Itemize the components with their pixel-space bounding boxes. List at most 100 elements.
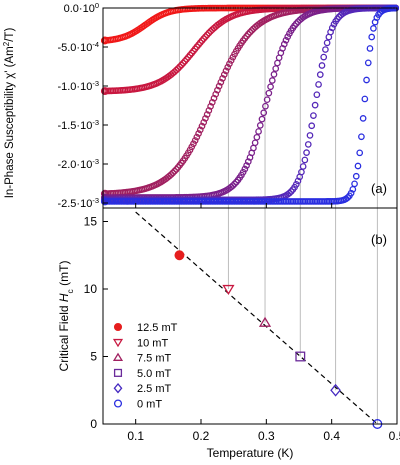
data-point xyxy=(167,171,175,178)
legend-item: 12.5 mT xyxy=(113,322,178,334)
marker-filled-circle xyxy=(174,250,185,261)
data-point xyxy=(222,67,230,75)
data-point xyxy=(308,122,316,130)
legend-label: 0 mT xyxy=(137,399,162,411)
data-point xyxy=(282,36,290,44)
data-point xyxy=(200,118,208,126)
data-point xyxy=(190,140,197,148)
data-point xyxy=(322,46,329,53)
data-point xyxy=(366,45,374,52)
b-y-tick-label: 5 xyxy=(90,350,97,364)
data-point xyxy=(292,181,300,188)
data-point xyxy=(270,71,278,78)
legend-label: 10 mT xyxy=(137,337,168,349)
data-point xyxy=(193,133,201,141)
data-point xyxy=(243,162,250,169)
marker-diamond xyxy=(330,383,341,397)
marker-triangle-up xyxy=(258,316,272,327)
data-point xyxy=(318,62,326,69)
b-x-tick-label: 0.1 xyxy=(127,429,144,443)
data-point xyxy=(347,189,355,197)
data-point xyxy=(267,83,274,91)
marker-triangle-up xyxy=(112,352,124,361)
data-point xyxy=(364,59,372,67)
data-point xyxy=(253,133,261,141)
data-point xyxy=(354,162,362,170)
a-y-axis-label: In-Phase Susceptibility χ' (Am2/T) xyxy=(2,28,17,199)
series-start-marker xyxy=(101,87,109,95)
data-point xyxy=(344,194,352,202)
panel-a-frame xyxy=(102,7,398,209)
marker-triangle-down xyxy=(112,338,124,348)
marker-square xyxy=(113,368,123,377)
data-point xyxy=(356,149,364,157)
data-point xyxy=(231,180,238,188)
data-point xyxy=(361,95,369,103)
data-point xyxy=(268,77,276,84)
a-y-ticks: 0.0·100 -5.0·10-4 -1.0·10-3 -1.5·10-3 -2.0·1… xyxy=(57,1,398,210)
a-y-tick-label: 0.0·100 xyxy=(64,1,99,16)
data-point xyxy=(323,39,331,47)
data-point xyxy=(313,91,321,99)
data-point xyxy=(220,71,228,78)
data-point xyxy=(169,169,177,177)
susceptibility-series xyxy=(100,4,400,198)
legend-item: 7.5 mT xyxy=(112,352,172,365)
legend-item: 5.0 mT xyxy=(113,368,172,380)
data-point xyxy=(215,82,223,90)
data-point xyxy=(172,66,180,74)
data-point xyxy=(178,61,185,69)
data-point xyxy=(272,65,280,72)
data-point xyxy=(265,89,273,97)
b-x-tick-label: 0.3 xyxy=(258,429,275,443)
data-point xyxy=(280,40,288,48)
data-point xyxy=(368,33,376,41)
b-x-tick-label: 0.5 xyxy=(389,429,400,443)
legend-label: 7.5 mT xyxy=(137,353,172,365)
data-point xyxy=(174,65,182,72)
data-point xyxy=(306,132,314,139)
data-point xyxy=(304,141,312,148)
data-point xyxy=(351,180,358,188)
series-start-marker xyxy=(101,36,109,45)
data-point xyxy=(224,63,232,71)
data-point xyxy=(217,78,225,86)
a-y-tick-label: -1.5·10-3 xyxy=(57,118,99,133)
data-point xyxy=(359,115,367,122)
susceptibility-series xyxy=(100,4,400,206)
data-point xyxy=(227,57,235,64)
data-point xyxy=(358,133,365,141)
data-point xyxy=(246,28,254,36)
b-axis-ticks: 0 5 10 15 0.1 0.2 0.3 0.4 0.5 xyxy=(84,215,400,444)
data-point xyxy=(214,86,221,94)
data-point xyxy=(229,182,237,189)
data-point xyxy=(298,168,305,176)
legend-label: 2.5 mT xyxy=(137,383,172,395)
susceptibility-series xyxy=(100,4,400,95)
panel-b: 0 5 10 15 0.1 0.2 0.3 0.4 0.5 12.5 mT 10 mT 7.5 mT… xyxy=(57,207,400,460)
data-point xyxy=(286,189,293,197)
legend-item: 10 mT xyxy=(112,337,168,349)
series-start-marker xyxy=(101,197,109,206)
data-point xyxy=(262,102,269,110)
data-point xyxy=(205,29,213,37)
panel-b-label: (b) xyxy=(371,232,387,247)
legend-item: 2.5 mT xyxy=(113,382,172,395)
data-point xyxy=(195,130,202,137)
legend-label: 5.0 mT xyxy=(137,368,172,380)
data-point xyxy=(303,149,310,156)
data-point xyxy=(256,122,264,129)
a-y-tick-label: -2.0·10-3 xyxy=(57,157,99,172)
linear-fit-line xyxy=(135,211,378,425)
legend-item: 0 mT xyxy=(113,399,162,411)
b-critical-field-points xyxy=(174,250,383,429)
data-point xyxy=(171,167,178,175)
legend-label: 12.5 mT xyxy=(137,322,178,334)
a-y-tick-label: -5.0·10-4 xyxy=(57,40,99,55)
data-point xyxy=(352,172,360,180)
a-y-tick-label: -1.0·10-3 xyxy=(57,79,99,94)
data-point xyxy=(299,163,307,170)
data-point xyxy=(196,126,204,134)
data-point xyxy=(255,128,262,135)
marker-square xyxy=(295,351,306,362)
